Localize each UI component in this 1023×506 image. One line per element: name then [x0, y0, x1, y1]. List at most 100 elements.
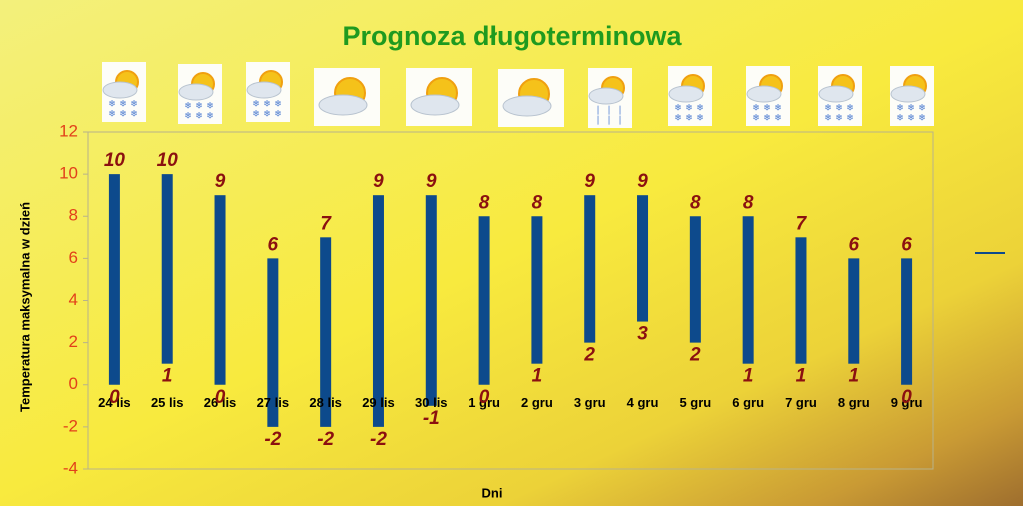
cloud [890, 85, 926, 103]
bar [372, 195, 384, 427]
precip: ❄ [119, 108, 127, 118]
precip: ❄ [674, 112, 682, 122]
cloud [746, 85, 782, 103]
precip: ❄ [835, 102, 843, 112]
x-tick-label: 25 lis [151, 395, 184, 410]
y-tick-label: 8 [69, 206, 78, 225]
value-label-low: 3 [637, 324, 648, 345]
precip: ❄ [263, 98, 271, 108]
x-tick-label: 8 gru [838, 395, 870, 410]
y-tick-label: -4 [63, 458, 78, 477]
value-label-high: 8 [690, 192, 701, 213]
precip: ❄ [846, 112, 854, 122]
y-tick-label: 2 [69, 332, 78, 351]
precip: ❄ [195, 100, 203, 110]
bar [531, 216, 543, 364]
value-label-low: 0 [479, 387, 490, 408]
y-tick-label: 10 [59, 164, 78, 183]
precip: ❘ [616, 104, 624, 115]
x-tick-label: 29 lis [362, 395, 395, 410]
cloud [588, 87, 624, 105]
precip: ❄ [674, 102, 682, 112]
y-tick-label: 6 [69, 248, 78, 267]
x-tick-label: 7 gru [785, 395, 817, 410]
cloud [178, 83, 214, 101]
weather-icon [406, 68, 472, 126]
bar [848, 258, 860, 364]
precip: ❄ [774, 102, 782, 112]
value-label-low: 1 [532, 366, 543, 387]
precip: ❄ [835, 112, 843, 122]
bar [637, 195, 649, 322]
precip: ❄ [752, 102, 760, 112]
weather-icon: ❄❄❄❄❄❄ [102, 62, 146, 122]
x-tick-label: 3 gru [574, 395, 606, 410]
precip: ❄ [252, 98, 260, 108]
cloud [818, 85, 854, 103]
precip: ❄ [763, 102, 771, 112]
bar [161, 174, 173, 364]
value-label-low: 1 [162, 366, 173, 387]
weather-icon: ❄❄❄❄❄❄ [246, 62, 290, 122]
bar [425, 195, 437, 406]
weather-icon [314, 68, 380, 126]
weather-icon: ❘❘❘❘❘❘ [588, 68, 632, 128]
value-label-low: 1 [796, 366, 807, 387]
precip: ❄ [184, 100, 192, 110]
value-label-high: 7 [796, 213, 808, 234]
x-tick-label: 1 gru [468, 395, 500, 410]
value-label-low: -1 [423, 408, 440, 429]
weather-icons: ❄❄❄❄❄❄❄❄❄❄❄❄❄❄❄❄❄❄ ❘❘❘❘❘❘❄❄❄❄❄❄❄❄❄❄❄❄❄❄❄❄… [102, 62, 934, 128]
x-tick-label: 5 gru [679, 395, 711, 410]
precip: ❘ [594, 104, 602, 115]
precip: ❄ [896, 102, 904, 112]
precip: ❄ [206, 110, 214, 120]
precip: ❘ [616, 114, 624, 125]
x-tick-label: 26 lis [204, 395, 237, 410]
x-axis-title: Dni [482, 485, 503, 500]
x-tick-label: 2 gru [521, 395, 553, 410]
value-label-low: -2 [317, 429, 334, 450]
value-label-high: 8 [479, 192, 490, 213]
value-label-low: -2 [370, 429, 387, 450]
bar [320, 237, 332, 427]
cloud [668, 85, 704, 103]
precip: ❘ [605, 114, 613, 125]
precip: ❄ [263, 108, 271, 118]
precip: ❄ [918, 102, 926, 112]
weather-icon: ❄❄❄❄❄❄ [178, 64, 222, 124]
value-label-low: 0 [109, 387, 120, 408]
value-label-high: 8 [743, 192, 754, 213]
value-label-low: 1 [743, 366, 754, 387]
weather-icon: ❄❄❄❄❄❄ [668, 66, 712, 126]
precip: ❄ [918, 112, 926, 122]
weather-icon: ❄❄❄❄❄❄ [746, 66, 790, 126]
weather-icon: ❄❄❄❄❄❄ [890, 66, 934, 126]
precip: ❄ [824, 102, 832, 112]
precip: ❄ [907, 102, 915, 112]
precip: ❄ [274, 98, 282, 108]
precip: ❄ [696, 102, 704, 112]
x-tick-label: 30 lis [415, 395, 448, 410]
y-tick-label: 4 [69, 290, 78, 309]
cloud [318, 94, 368, 116]
precip: ❄ [685, 102, 693, 112]
value-label-high: 9 [426, 171, 437, 192]
cloud [410, 94, 460, 116]
precip: ❄ [119, 98, 127, 108]
bar [689, 216, 701, 343]
precip: ❄ [896, 112, 904, 122]
bar [795, 237, 807, 364]
precip: ❄ [252, 108, 260, 118]
weather-icon: ❄❄❄❄❄❄ [818, 66, 862, 126]
value-label-low: 0 [215, 387, 226, 408]
precip: ❄ [696, 112, 704, 122]
value-label-low: 0 [901, 387, 912, 408]
precip: ❄ [130, 108, 138, 118]
precip: ❘ [594, 114, 602, 125]
y-axis-title: Temperatura maksymalna w dzień [17, 202, 32, 412]
value-label-low: 2 [583, 345, 595, 366]
precip: ❄ [274, 108, 282, 118]
y-tick-label: -2 [63, 416, 78, 435]
